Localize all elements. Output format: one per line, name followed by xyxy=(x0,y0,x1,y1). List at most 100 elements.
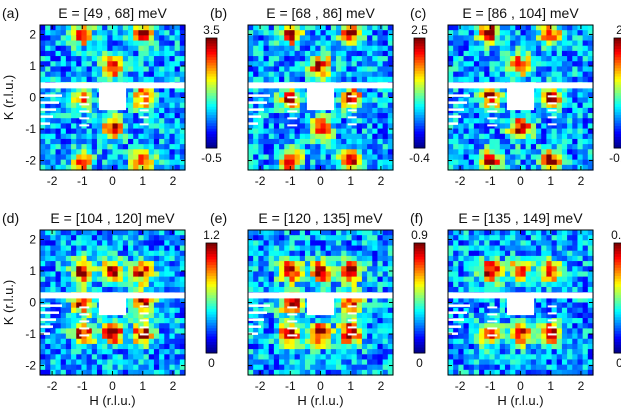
heatmap-cell xyxy=(258,271,265,278)
heatmap-cell xyxy=(546,87,553,93)
mask-gap xyxy=(448,94,470,97)
heatmap-cell xyxy=(153,87,160,93)
heatmap-cell xyxy=(520,349,527,355)
mask-gap xyxy=(287,313,298,316)
heatmap-cell xyxy=(377,250,384,257)
heatmap-cell xyxy=(45,245,51,252)
heatmap-cell xyxy=(153,123,160,130)
heatmap-cell xyxy=(294,56,301,62)
heatmap-cell xyxy=(520,255,527,262)
heatmap-cell xyxy=(164,50,171,57)
heatmap-cell xyxy=(91,149,98,156)
heatmap-cell xyxy=(494,123,501,130)
heatmap-cell xyxy=(81,297,88,304)
heatmap-cell xyxy=(148,50,155,57)
mask xyxy=(448,82,593,127)
heatmap-cell xyxy=(138,66,145,73)
heatmap-cell xyxy=(484,323,491,329)
heatmap-cell xyxy=(164,286,171,293)
heatmap-cell xyxy=(174,230,181,236)
heatmap-cell xyxy=(510,245,516,252)
heatmap-cell xyxy=(530,235,537,241)
heatmap-cell xyxy=(536,159,542,166)
colorbar-segment xyxy=(206,142,217,146)
heatmap-cell xyxy=(473,286,480,293)
heatmap-cell xyxy=(273,354,280,361)
heatmap-cell xyxy=(107,159,114,166)
heatmap-cell xyxy=(294,286,301,293)
heatmap-cell xyxy=(515,261,522,267)
heatmap-cell xyxy=(494,56,501,62)
heatmap-cell xyxy=(289,354,296,361)
heatmap-cell xyxy=(40,338,46,345)
heatmap-cell xyxy=(546,164,553,171)
colorbar-segment xyxy=(414,306,425,310)
colorbar-segment xyxy=(206,331,217,335)
heatmap-cell xyxy=(40,144,46,150)
heatmap-cell xyxy=(96,118,103,124)
heatmap-cell xyxy=(551,76,558,83)
heatmap-cell xyxy=(96,45,103,52)
heatmap-cell xyxy=(520,281,527,288)
heatmap-cell xyxy=(382,343,389,350)
heatmap-cell xyxy=(294,92,301,99)
heatmap-cell xyxy=(50,338,57,345)
heatmap-cell xyxy=(107,323,114,329)
heatmap-cell xyxy=(453,40,459,47)
heatmap-cell xyxy=(263,66,270,73)
heatmap-cell xyxy=(71,50,77,57)
heatmap-cell xyxy=(510,261,516,267)
heatmap-cell xyxy=(479,25,485,31)
heatmap-cell xyxy=(382,133,389,140)
heatmap-cell xyxy=(473,349,480,355)
colorbar-segment xyxy=(614,139,621,143)
heatmap-cell xyxy=(367,118,373,124)
heatmap-cell xyxy=(541,113,547,119)
heatmap-cell xyxy=(91,328,98,335)
heatmap-cell xyxy=(468,92,475,99)
heatmap-cell xyxy=(499,364,506,371)
mask-gap xyxy=(547,116,557,119)
heatmap-cell xyxy=(273,307,280,314)
heatmap-cell xyxy=(556,149,563,156)
heatmap-cell xyxy=(315,338,322,345)
heatmap-cell xyxy=(279,240,285,247)
heatmap-cell xyxy=(525,323,532,329)
heatmap-cell xyxy=(367,281,373,288)
heatmap-cell xyxy=(81,240,88,247)
mask-gap xyxy=(347,333,357,336)
heatmap-cell xyxy=(304,271,311,278)
heatmap-cell xyxy=(143,302,150,309)
heatmap-cell xyxy=(107,128,114,135)
heatmap-cell xyxy=(351,30,358,36)
heatmap-cell xyxy=(40,61,46,68)
heatmap-cell xyxy=(489,71,496,78)
heatmap-cell xyxy=(530,323,537,329)
colorbar-segment xyxy=(206,57,217,61)
heatmap-cell xyxy=(153,307,160,314)
heatmap-cell xyxy=(325,235,332,241)
heatmap-cell xyxy=(346,45,353,52)
x-tick-label: -1 xyxy=(285,174,296,188)
heatmap-cell xyxy=(504,56,511,62)
heatmap-cell xyxy=(377,245,384,252)
heatmap-cell xyxy=(133,102,139,109)
heatmap-cell xyxy=(253,338,259,345)
heatmap-cell xyxy=(577,92,584,99)
heatmap-cell xyxy=(556,255,563,262)
heatmap-cell xyxy=(153,45,160,52)
heatmap-cell xyxy=(284,255,291,262)
heatmap-cell xyxy=(336,286,342,293)
heatmap-cell xyxy=(138,138,145,145)
heatmap-cell xyxy=(556,276,563,283)
heatmap-cell xyxy=(546,61,553,68)
heatmap-cell xyxy=(484,240,491,247)
heatmap-cell xyxy=(377,364,384,371)
heatmap-cell xyxy=(577,66,584,73)
heatmap-cell xyxy=(294,164,301,171)
heatmap-cell xyxy=(143,97,150,104)
heatmap-cell xyxy=(299,255,306,262)
heatmap-cell xyxy=(458,333,465,340)
heatmap-cell xyxy=(112,230,119,236)
heatmap-cell xyxy=(377,87,384,93)
